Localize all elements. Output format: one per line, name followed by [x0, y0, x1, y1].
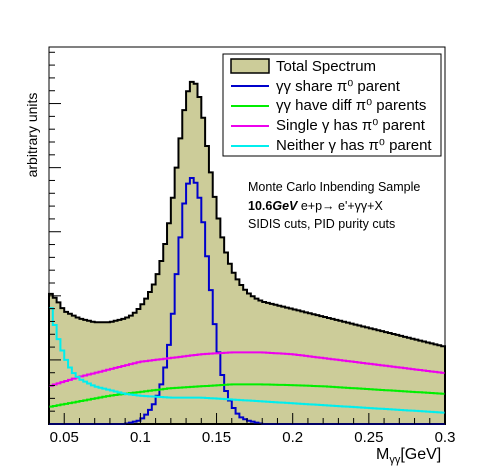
annotation-beam: 10.6GeV e+p→ e'+γγ+X — [248, 199, 383, 213]
series-single-histogram — [49, 351, 445, 387]
x-tick-label: 0.05 — [50, 429, 79, 446]
legend-swatch-total — [230, 58, 270, 74]
annotation-cuts: SIDIS cuts, PID purity cuts — [248, 217, 395, 231]
legend-label-total: Total Spectrum — [276, 58, 376, 75]
legend: Total Spectrum γγ share π⁰ parent γγ hav… — [222, 53, 442, 157]
legend-label-diff: γγ have diff π⁰ parents — [276, 97, 426, 114]
y-axis — [49, 51, 61, 425]
x-tick-label: 0.25 — [354, 429, 383, 446]
y-axis-label: arbitrary units — [24, 93, 40, 178]
annotation-beam-unit: GeV — [272, 199, 299, 213]
annotation-sample: Monte Carlo Inbending Sample — [248, 180, 420, 194]
series-total-histogram — [48, 80, 446, 425]
x-tick-label: 0.2 — [282, 429, 303, 446]
legend-label-neither: Neither γ has π⁰ parent — [276, 137, 432, 154]
x-tick-label: 0.15 — [202, 429, 231, 446]
x-axis-label-main: M — [376, 446, 389, 463]
x-axis-label-unit: [GeV] — [400, 446, 441, 463]
annotation-beam-energy: 10.6 — [248, 199, 272, 213]
x-axis-label: Mγγ[GeV] — [376, 446, 441, 466]
annotation-block: Monte Carlo Inbending Sample 10.6GeV e+p… — [248, 180, 420, 231]
annotation-beam-reaction: e+p→ e'+γγ+X — [297, 199, 383, 213]
x-axis-label-sub: γγ — [389, 454, 401, 466]
x-axis: 0.05 0.1 0.15 0.2 0.25 0.3 — [48, 413, 456, 446]
series-neither-histogram — [49, 307, 445, 414]
series-diff-histogram — [49, 383, 445, 408]
x-tick-label: 0.3 — [435, 429, 456, 446]
legend-label-single: Single γ has π⁰ parent — [276, 117, 426, 134]
legend-label-share: γγ share π⁰ parent — [276, 78, 401, 95]
x-tick-label: 0.1 — [130, 429, 151, 446]
